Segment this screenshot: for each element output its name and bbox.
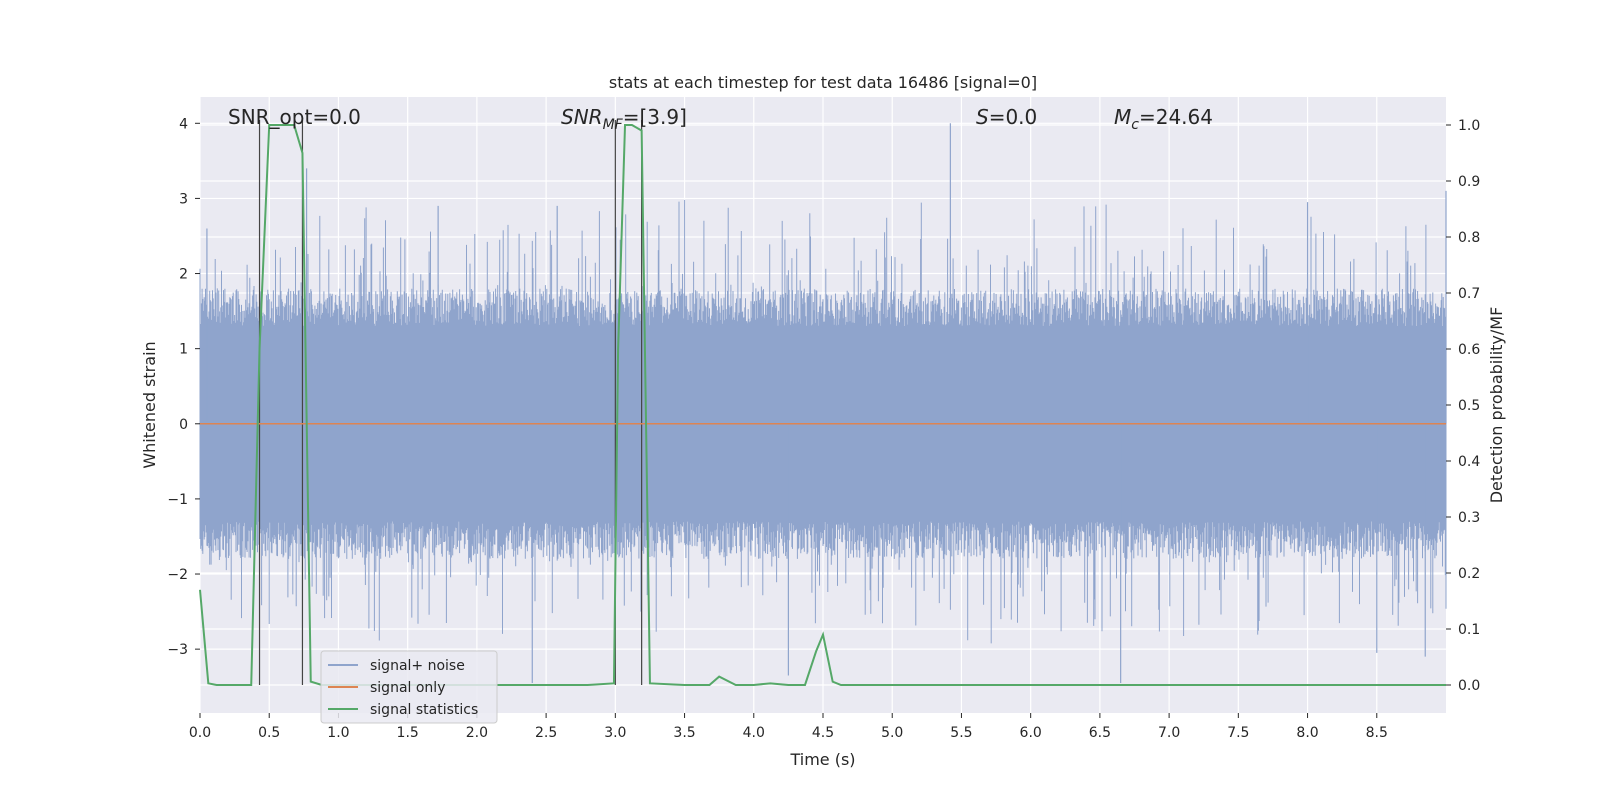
- x-tick-label-8: 4.0: [743, 725, 765, 741]
- y2-ticks: 1.0 0.9 0.8 0.7 0.6 0.5 0.4 0.3 0.2 0.1 0.0: [1446, 118, 1480, 694]
- x-tick-label-0: 0.0: [189, 725, 211, 741]
- y-axis-label: Whitened strain: [140, 341, 159, 468]
- x-ticks: 0.0 0.5 1.0 1.5 2.0 2.5 3.0 3.5 4.0 4.5 5.0 5.5 6.0 6…: [189, 713, 1388, 741]
- legend: signal+ noise signal only signal statist…: [320, 650, 498, 724]
- x-tick-label-1: 0.5: [258, 725, 280, 741]
- y-tick-label-7: −3: [167, 642, 188, 658]
- annotation-s: S=0.0: [976, 105, 1037, 129]
- legend-label-signal-only: signal only: [370, 680, 445, 696]
- annotation-mc: Mc=24.64: [1114, 105, 1213, 133]
- y2-tick-label-7: 0.3: [1458, 510, 1480, 526]
- y-tick-label-0: 4: [179, 116, 188, 132]
- x-tick-label-15: 7.5: [1227, 725, 1249, 741]
- annotation-mc-value: =24.64: [1139, 105, 1213, 129]
- annotation-snr-mf: SNRMF=[3.9]: [561, 105, 687, 133]
- series-lines: [199, 124, 1446, 686]
- annotation-snr-mf-base: SNR: [561, 105, 603, 129]
- x-tick-label-9: 4.5: [812, 725, 834, 741]
- legend-box: [320, 650, 498, 724]
- y2-tick-label-6: 0.4: [1458, 454, 1480, 470]
- legend-label-signal-statistics: signal statistics: [370, 702, 478, 718]
- x-tick-label-14: 7.0: [1158, 725, 1180, 741]
- y2-tick-label-8: 0.2: [1458, 566, 1480, 582]
- x-tick-label-10: 5.0: [881, 725, 903, 741]
- y-tick-label-6: −2: [167, 567, 188, 583]
- x-tick-label-16: 8.0: [1296, 725, 1318, 741]
- annotation-snr-mf-value: =[3.9]: [623, 105, 687, 129]
- y2-tick-label-9: 0.1: [1458, 622, 1480, 638]
- x-tick-label-12: 6.0: [1020, 725, 1042, 741]
- x-tick-label-7: 3.5: [673, 725, 695, 741]
- legend-label-signal-noise: signal+ noise: [370, 658, 465, 674]
- y2-tick-label-4: 0.6: [1458, 342, 1480, 358]
- x-tick-label-13: 6.5: [1089, 725, 1111, 741]
- annotation-s-base: S: [976, 105, 989, 129]
- x-tick-label-2: 1.0: [327, 725, 349, 741]
- x-tick-label-5: 2.5: [535, 725, 557, 741]
- y-ticks: 4 3 2 1 0 −1 −2 −3: [167, 116, 200, 658]
- chart-title: stats at each timestep for test data 164…: [609, 73, 1037, 92]
- y2-tick-label-0: 1.0: [1458, 118, 1480, 134]
- y2-axis-label: Detection probability/MF: [1487, 307, 1506, 504]
- x-tick-label-11: 5.5: [950, 725, 972, 741]
- y2-tick-label-10: 0.0: [1458, 678, 1480, 694]
- x-tick-label-3: 1.5: [397, 725, 419, 741]
- annotation-snr-opt: SNR_opt=0.0: [228, 105, 361, 129]
- annotation-s-value: =0.0: [989, 105, 1038, 129]
- line-signal-statistics: [199, 124, 1446, 686]
- annotation-mc-base: M: [1114, 105, 1131, 129]
- x-tick-label-6: 3.0: [604, 725, 626, 741]
- x-axis-label: Time (s): [789, 750, 855, 769]
- annotation-mc-sub: c: [1131, 117, 1139, 133]
- x-tick-label-17: 8.5: [1366, 725, 1388, 741]
- y2-tick-label-1: 0.9: [1458, 174, 1480, 190]
- x-tick-label-4: 2.0: [466, 725, 488, 741]
- y-tick-label-5: −1: [167, 492, 188, 508]
- y2-tick-label-2: 0.8: [1458, 230, 1480, 246]
- y2-tick-label-5: 0.5: [1458, 398, 1480, 414]
- y-tick-label-4: 0: [179, 417, 188, 433]
- y2-tick-label-3: 0.7: [1458, 286, 1480, 302]
- y-tick-label-1: 3: [179, 191, 188, 207]
- annotation-snr-mf-sub: MF: [603, 117, 624, 133]
- y-tick-label-3: 1: [179, 342, 188, 358]
- y-tick-label-2: 2: [179, 267, 188, 283]
